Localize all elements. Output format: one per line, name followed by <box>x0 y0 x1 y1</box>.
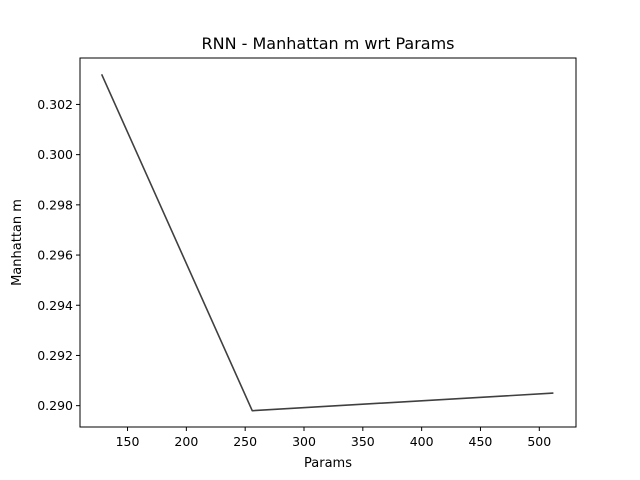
x-tick-label: 250 <box>233 434 257 449</box>
y-tick-label: 0.294 <box>37 298 73 313</box>
y-tick-label: 0.290 <box>37 398 73 413</box>
plot-area <box>100 73 554 412</box>
x-axis: 150 200 250 300 350 400 450 500 <box>116 427 551 449</box>
x-tick-label: 350 <box>351 434 375 449</box>
y-axis-label: Manhattan m <box>10 199 25 286</box>
x-tick-label: 500 <box>527 434 551 449</box>
y-tick-label: 0.292 <box>37 348 73 363</box>
y-tick-label: 0.296 <box>37 248 73 263</box>
y-axis: 0.290 0.292 0.294 0.296 0.298 0.300 0.302 <box>37 97 80 413</box>
x-tick-label: 300 <box>292 434 316 449</box>
y-tick-label: 0.302 <box>37 97 73 112</box>
series-line <box>100 73 554 412</box>
x-tick-label: 400 <box>410 434 434 449</box>
y-tick-label: 0.298 <box>37 197 73 212</box>
x-tick-label: 150 <box>116 434 140 449</box>
chart-title: RNN - Manhattan m wrt Params <box>201 34 454 53</box>
y-tick-label: 0.300 <box>37 147 73 162</box>
x-axis-label: Params <box>304 456 352 471</box>
plot-frame <box>79 57 577 428</box>
x-tick-label: 450 <box>469 434 493 449</box>
x-tick-label: 200 <box>174 434 198 449</box>
